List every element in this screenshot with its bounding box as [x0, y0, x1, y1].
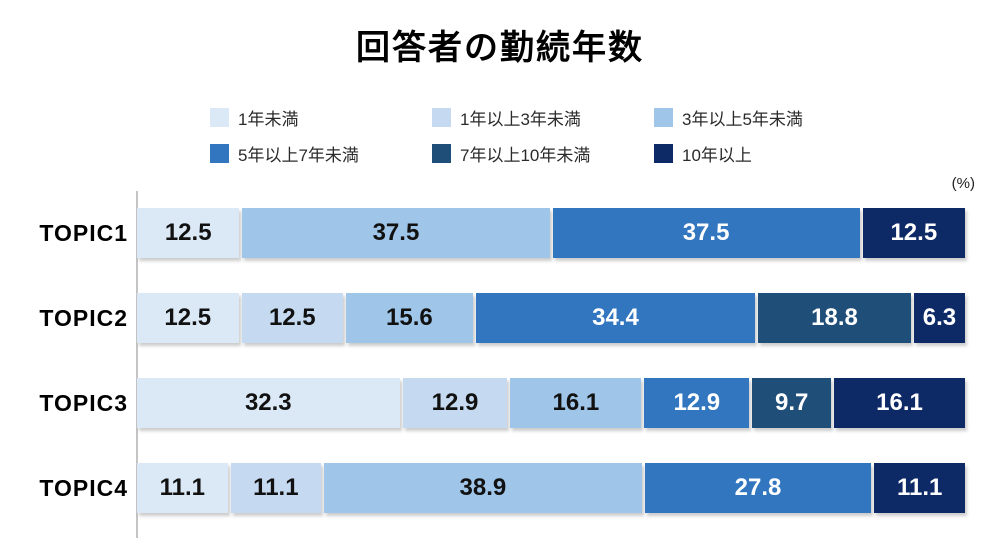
legend-swatch-icon: [432, 107, 451, 127]
legend: 1年未満 1年以上3年未満 3年以上5年未満 5年以上7年未満 7年以上10年未満 10年…: [210, 105, 1000, 165]
chart-page: 回答者の勤続年数 1年未満 1年以上3年未満 3年以上5年未満 5年以上7年未満 7年以…: [0, 20, 1000, 560]
bar-value-label: 11.1: [253, 474, 299, 501]
row-label: TOPIC4: [39, 474, 128, 501]
bar-row: TOPIC1 12.5 37.5 37.5 12.5: [39, 208, 965, 258]
bar-segment: 18.8: [758, 293, 911, 343]
bar-value-label: 12.5: [164, 304, 212, 331]
legend-label: 1年未満: [238, 109, 299, 129]
legend-label: 5年以上7年未満: [238, 145, 359, 165]
bar-segment: 11.1: [137, 463, 228, 513]
bar-value-label: 18.8: [811, 304, 858, 331]
bar-value-label: 11.1: [159, 474, 205, 501]
legend-swatch-icon: [210, 143, 229, 163]
legend-swatch-icon: [432, 143, 451, 163]
row-label: TOPIC3: [39, 389, 128, 416]
bar-segment: 12.5: [137, 208, 240, 258]
stacked-bar: 12.5 37.5 37.5 12.5: [137, 208, 965, 258]
legend-label: 7年以上10年未満: [460, 145, 591, 165]
bar-segment: 9.7: [752, 378, 832, 428]
percent-unit-label: (%): [951, 175, 975, 192]
bar-value-label: 9.7: [774, 389, 809, 416]
legend-label: 3年以上5年未満: [682, 109, 803, 129]
bar-value-label: 37.5: [372, 219, 420, 246]
legend-swatch-icon: [210, 107, 229, 127]
plot-area: (%) TOPIC1 12.5 37.5 37.5 12.5 TOPIC2 12.5 12.5…: [0, 175, 1000, 538]
bar-value-label: 37.5: [682, 219, 730, 246]
bar-value-label: 11.1: [897, 474, 943, 501]
bar-segment: 34.4: [475, 293, 756, 343]
bar-value-label: 6.3: [922, 304, 957, 331]
stacked-bar: 12.5 12.5 15.6 34.4 18.8 6.3: [137, 293, 966, 343]
bar-segment: 32.3: [137, 378, 400, 428]
legend-label: 10年以上: [682, 145, 752, 165]
bar-value-label: 32.3: [244, 389, 292, 416]
bar-row: TOPIC3 32.3 12.9 16.1 12.9 9.7 16.1: [39, 378, 965, 428]
legend-item: 10年以上: [654, 141, 954, 165]
bar-segment: 38.9: [324, 463, 642, 513]
bar-segment: 12.5: [241, 293, 344, 343]
legend-item: 3年以上5年未満: [654, 105, 954, 129]
bar-segment: 12.5: [862, 208, 965, 258]
bar-segment: 16.1: [510, 378, 642, 428]
bar-segment: 12.5: [137, 293, 239, 343]
bar-segment: 11.1: [874, 463, 965, 513]
bar-value-label: 16.1: [552, 389, 600, 416]
bar-value-label: 12.9: [431, 389, 479, 416]
legend-item: 7年以上10年未満: [432, 141, 654, 165]
bar-value-label: 12.5: [164, 219, 212, 246]
y-axis-line: [136, 191, 138, 538]
bar-segment: 15.6: [346, 293, 473, 343]
chart-title: 回答者の勤続年数: [356, 29, 644, 67]
bar-segment: 37.5: [552, 208, 860, 258]
bar-value-label: 12.9: [673, 389, 721, 416]
bar-value-label: 12.5: [890, 219, 938, 246]
bar-value-label: 12.5: [268, 304, 316, 331]
legend-item: 1年以上3年未満: [432, 105, 654, 129]
bar-value-label: 27.8: [734, 474, 782, 501]
bar-value-label: 34.4: [592, 304, 639, 331]
bar-value-label: 15.6: [386, 304, 433, 331]
bar-row: TOPIC2 12.5 12.5 15.6 34.4 18.8 6.3: [39, 293, 966, 343]
bar-rows: TOPIC1 12.5 37.5 37.5 12.5 TOPIC2 12.5 12.5 15.6…: [39, 208, 966, 513]
legend-item: 5年以上7年未満: [210, 141, 432, 165]
stacked-bar: 11.1 11.1 38.9 27.8 11.1: [137, 463, 965, 513]
legend-swatch-icon: [654, 107, 673, 127]
legend-item: 1年未満: [210, 105, 432, 129]
bar-segment: 37.5: [242, 208, 550, 258]
bar-segment: 16.1: [834, 378, 965, 428]
legend-swatch-icon: [654, 143, 673, 163]
bar-segment: 12.9: [402, 378, 508, 428]
bar-segment: 12.9: [644, 378, 750, 428]
bar-segment: 11.1: [230, 463, 322, 513]
stacked-bar: 32.3 12.9 16.1 12.9 9.7 16.1: [137, 378, 965, 428]
legend-label: 1年以上3年未満: [460, 109, 581, 129]
row-label: TOPIC2: [39, 304, 128, 331]
bar-row: TOPIC4 11.1 11.1 38.9 27.8 11.1: [39, 463, 965, 513]
bar-segment: 27.8: [644, 463, 872, 513]
bar-segment: 6.3: [913, 293, 966, 343]
row-label: TOPIC1: [39, 219, 128, 246]
bar-value-label: 16.1: [876, 389, 923, 416]
bar-value-label: 38.9: [459, 474, 507, 501]
